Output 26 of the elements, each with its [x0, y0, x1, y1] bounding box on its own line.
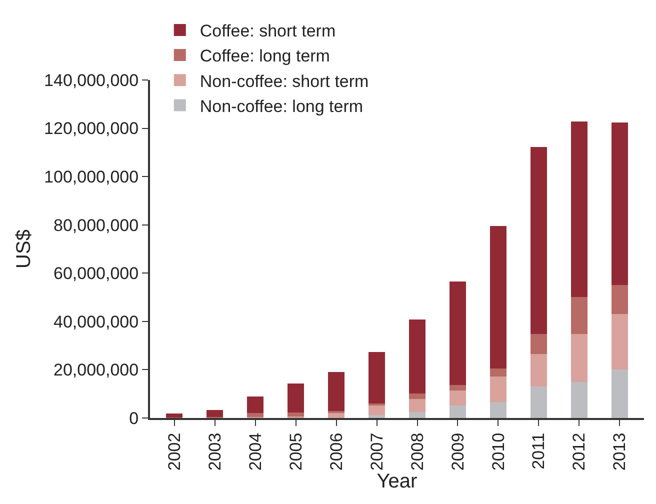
- x-tick-label: 2011: [529, 432, 548, 470]
- y-tick-label: 20,000,000: [54, 360, 139, 380]
- y-tick-label: 140,000,000: [44, 70, 139, 90]
- y-axis-title: US$: [13, 230, 36, 268]
- y-tick-label: 60,000,000: [54, 264, 139, 284]
- x-tick-label: 2010: [488, 432, 508, 471]
- y-tick-label: 120,000,000: [44, 119, 139, 138]
- x-tick-label: 2003: [205, 432, 224, 471]
- y-tick-label: 100,000,000: [44, 168, 139, 187]
- y-tick-label: 0: [129, 408, 139, 428]
- x-tick-label: 2009: [448, 432, 468, 471]
- x-tick-label: 2012: [570, 432, 589, 471]
- x-axis-title: Year: [376, 470, 418, 493]
- x-tick-label: 2007: [367, 432, 386, 471]
- x-tick-label: 2004: [246, 432, 265, 471]
- legend-label: Coffee: long term: [200, 46, 330, 66]
- y-tick-label: 80,000,000: [54, 216, 139, 235]
- x-tick-label: 2008: [408, 432, 427, 471]
- y-tick-label: 40,000,000: [54, 312, 139, 332]
- x-tick-label: 2002: [164, 432, 184, 471]
- legend-label: Non-coffee: short term: [200, 72, 369, 91]
- legend-label: Non-coffee: long term: [200, 96, 364, 116]
- x-tick-label: 2005: [286, 432, 306, 471]
- x-tick-label: 2006: [326, 432, 346, 471]
- x-tick-label: 2013: [610, 432, 630, 471]
- legend-label: Coffee: short term: [200, 22, 336, 41]
